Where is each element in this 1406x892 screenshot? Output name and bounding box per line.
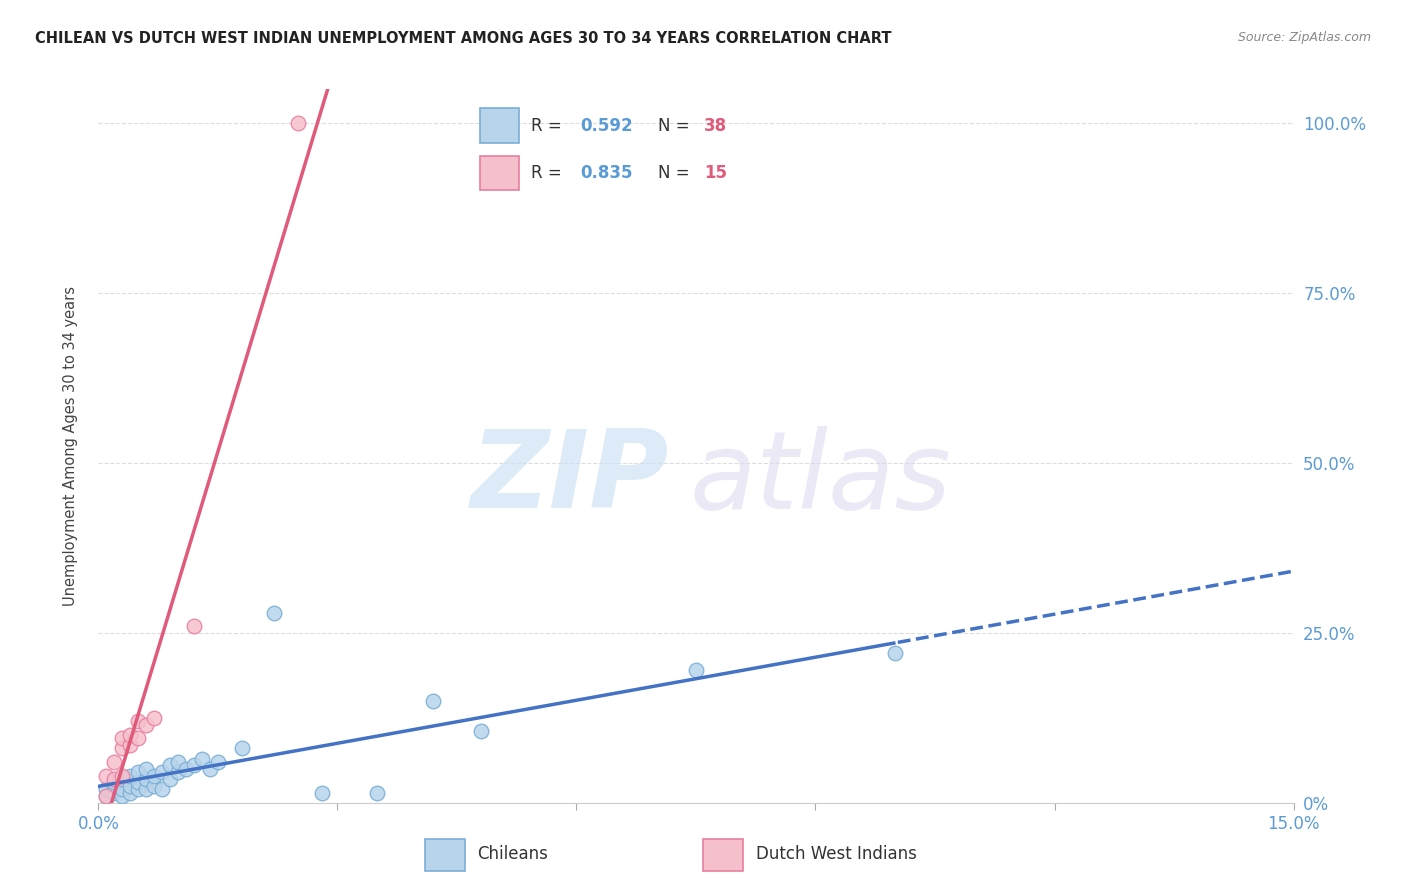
- Text: R =: R =: [531, 164, 568, 182]
- Point: [287, 116, 309, 130]
- FancyBboxPatch shape: [479, 155, 519, 190]
- Text: 38: 38: [704, 117, 727, 135]
- Point: [167, 755, 190, 769]
- Point: [174, 762, 197, 776]
- Point: [120, 786, 142, 800]
- Point: [135, 772, 157, 786]
- Point: [884, 646, 907, 660]
- Text: N =: N =: [658, 117, 696, 135]
- Point: [111, 782, 134, 797]
- Point: [159, 758, 181, 772]
- Point: [135, 782, 157, 797]
- Point: [96, 789, 118, 803]
- Text: 0.835: 0.835: [579, 164, 633, 182]
- Point: [96, 789, 118, 803]
- Text: Chileans: Chileans: [477, 845, 548, 863]
- Point: [127, 714, 149, 729]
- Point: [120, 769, 142, 783]
- Text: Dutch West Indians: Dutch West Indians: [755, 845, 917, 863]
- FancyBboxPatch shape: [479, 108, 519, 144]
- Point: [96, 782, 118, 797]
- Point: [366, 786, 388, 800]
- Point: [120, 779, 142, 793]
- Point: [120, 728, 142, 742]
- Point: [263, 606, 285, 620]
- Point: [111, 789, 134, 803]
- FancyBboxPatch shape: [703, 839, 744, 871]
- Text: Source: ZipAtlas.com: Source: ZipAtlas.com: [1237, 31, 1371, 45]
- Point: [127, 731, 149, 746]
- Point: [111, 769, 134, 783]
- Text: atlas: atlas: [690, 425, 952, 531]
- Point: [685, 663, 707, 677]
- Point: [231, 741, 253, 756]
- Y-axis label: Unemployment Among Ages 30 to 34 years: Unemployment Among Ages 30 to 34 years: [63, 286, 77, 606]
- Text: ZIP: ZIP: [471, 425, 669, 531]
- Point: [127, 765, 149, 780]
- Point: [103, 779, 125, 793]
- Point: [143, 779, 166, 793]
- Point: [198, 762, 221, 776]
- Point: [183, 619, 205, 633]
- Point: [103, 775, 125, 789]
- Text: N =: N =: [658, 164, 696, 182]
- Point: [135, 762, 157, 776]
- Point: [311, 786, 333, 800]
- Point: [111, 772, 134, 786]
- Point: [470, 724, 492, 739]
- Point: [150, 765, 173, 780]
- Point: [191, 751, 214, 765]
- Point: [103, 755, 125, 769]
- Text: R =: R =: [531, 117, 568, 135]
- FancyBboxPatch shape: [425, 839, 465, 871]
- Point: [111, 741, 134, 756]
- Point: [150, 782, 173, 797]
- Point: [143, 769, 166, 783]
- Point: [183, 758, 205, 772]
- Point: [422, 694, 444, 708]
- Point: [96, 769, 118, 783]
- Text: CHILEAN VS DUTCH WEST INDIAN UNEMPLOYMENT AMONG AGES 30 TO 34 YEARS CORRELATION : CHILEAN VS DUTCH WEST INDIAN UNEMPLOYMEN…: [35, 31, 891, 46]
- Point: [207, 755, 229, 769]
- Text: 0.592: 0.592: [579, 117, 633, 135]
- Point: [143, 711, 166, 725]
- Point: [111, 731, 134, 746]
- Point: [103, 772, 125, 786]
- Point: [127, 775, 149, 789]
- Point: [159, 772, 181, 786]
- Text: 15: 15: [704, 164, 727, 182]
- Point: [103, 786, 125, 800]
- Point: [167, 765, 190, 780]
- Point: [135, 717, 157, 731]
- Point: [127, 782, 149, 797]
- Point: [120, 738, 142, 752]
